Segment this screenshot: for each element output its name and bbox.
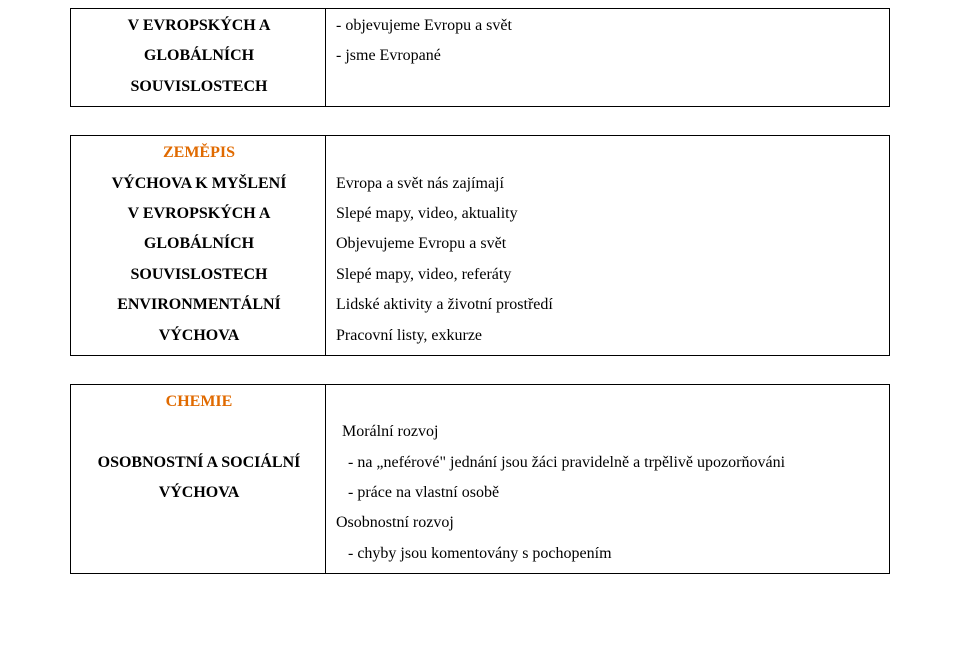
t3-heading: CHEMIE xyxy=(81,387,317,417)
t3-subhead: Morální rozvoj xyxy=(336,417,881,447)
t3-bullet: - chyby jsou komentovány s pochopením xyxy=(336,539,881,569)
t1-bullet: - objevujeme Evropu a svět xyxy=(336,11,881,41)
t2-right-line: Lidské aktivity a životní prostředí xyxy=(336,290,881,320)
t3-bullet: - práce na vlastní osobě xyxy=(336,478,881,508)
t1-left-line: V EVROPSKÝCH A xyxy=(81,11,317,41)
table-2: ZEMĚPIS VÝCHOVA K MYŠLENÍ V EVROPSKÝCH A… xyxy=(70,135,890,356)
t2-left-line: VÝCHOVA K MYŠLENÍ xyxy=(81,169,317,199)
t2-left-line: ENVIRONMENTÁLNÍ xyxy=(81,290,317,320)
page: V EVROPSKÝCH A GLOBÁLNÍCH SOUVISLOSTECH … xyxy=(0,0,960,663)
t2-right-line xyxy=(336,138,881,168)
t2-right-line: Evropa a svět nás zajímají xyxy=(336,169,881,199)
t1-right-cell: - objevujeme Evropu a svět - jsme Evropa… xyxy=(326,9,890,107)
t2-heading: ZEMĚPIS xyxy=(81,138,317,168)
table-row: CHEMIE OSOBNOSTNÍ A SOCIÁLNÍ VÝCHOVA Mor… xyxy=(71,384,890,573)
t1-left-line: SOUVISLOSTECH xyxy=(81,72,317,102)
t2-left-cell: ZEMĚPIS VÝCHOVA K MYŠLENÍ V EVROPSKÝCH A… xyxy=(71,136,326,356)
t2-right-line: Pracovní listy, exkurze xyxy=(336,321,881,351)
t2-left-line: VÝCHOVA xyxy=(81,321,317,351)
t1-left-line: GLOBÁLNÍCH xyxy=(81,41,317,71)
t1-bullet: - jsme Evropané xyxy=(336,41,881,71)
t2-left-line: GLOBÁLNÍCH xyxy=(81,229,317,259)
t3-right-line xyxy=(336,387,881,417)
t3-left-line xyxy=(81,417,317,447)
t3-right-cell: Morální rozvoj - na „neférové" jednání j… xyxy=(326,384,890,573)
t3-subhead: Osobnostní rozvoj xyxy=(336,508,881,538)
t3-left-line: VÝCHOVA xyxy=(81,478,317,508)
t2-right-line: Slepé mapy, video, aktuality xyxy=(336,199,881,229)
t2-left-line: SOUVISLOSTECH xyxy=(81,260,317,290)
table-1: V EVROPSKÝCH A GLOBÁLNÍCH SOUVISLOSTECH … xyxy=(70,8,890,107)
t2-right-line: Slepé mapy, video, referáty xyxy=(336,260,881,290)
t2-right-cell: Evropa a svět nás zajímají Slepé mapy, v… xyxy=(326,136,890,356)
t2-right-line: Objevujeme Evropu a svět xyxy=(336,229,881,259)
table-row: ZEMĚPIS VÝCHOVA K MYŠLENÍ V EVROPSKÝCH A… xyxy=(71,136,890,356)
t3-left-cell: CHEMIE OSOBNOSTNÍ A SOCIÁLNÍ VÝCHOVA xyxy=(71,384,326,573)
t1-left-cell: V EVROPSKÝCH A GLOBÁLNÍCH SOUVISLOSTECH xyxy=(71,9,326,107)
t2-left-line: V EVROPSKÝCH A xyxy=(81,199,317,229)
t3-bullet: - na „neférové" jednání jsou žáci pravid… xyxy=(336,448,881,478)
table-row: V EVROPSKÝCH A GLOBÁLNÍCH SOUVISLOSTECH … xyxy=(71,9,890,107)
table-3: CHEMIE OSOBNOSTNÍ A SOCIÁLNÍ VÝCHOVA Mor… xyxy=(70,384,890,574)
t3-left-line: OSOBNOSTNÍ A SOCIÁLNÍ xyxy=(81,448,317,478)
